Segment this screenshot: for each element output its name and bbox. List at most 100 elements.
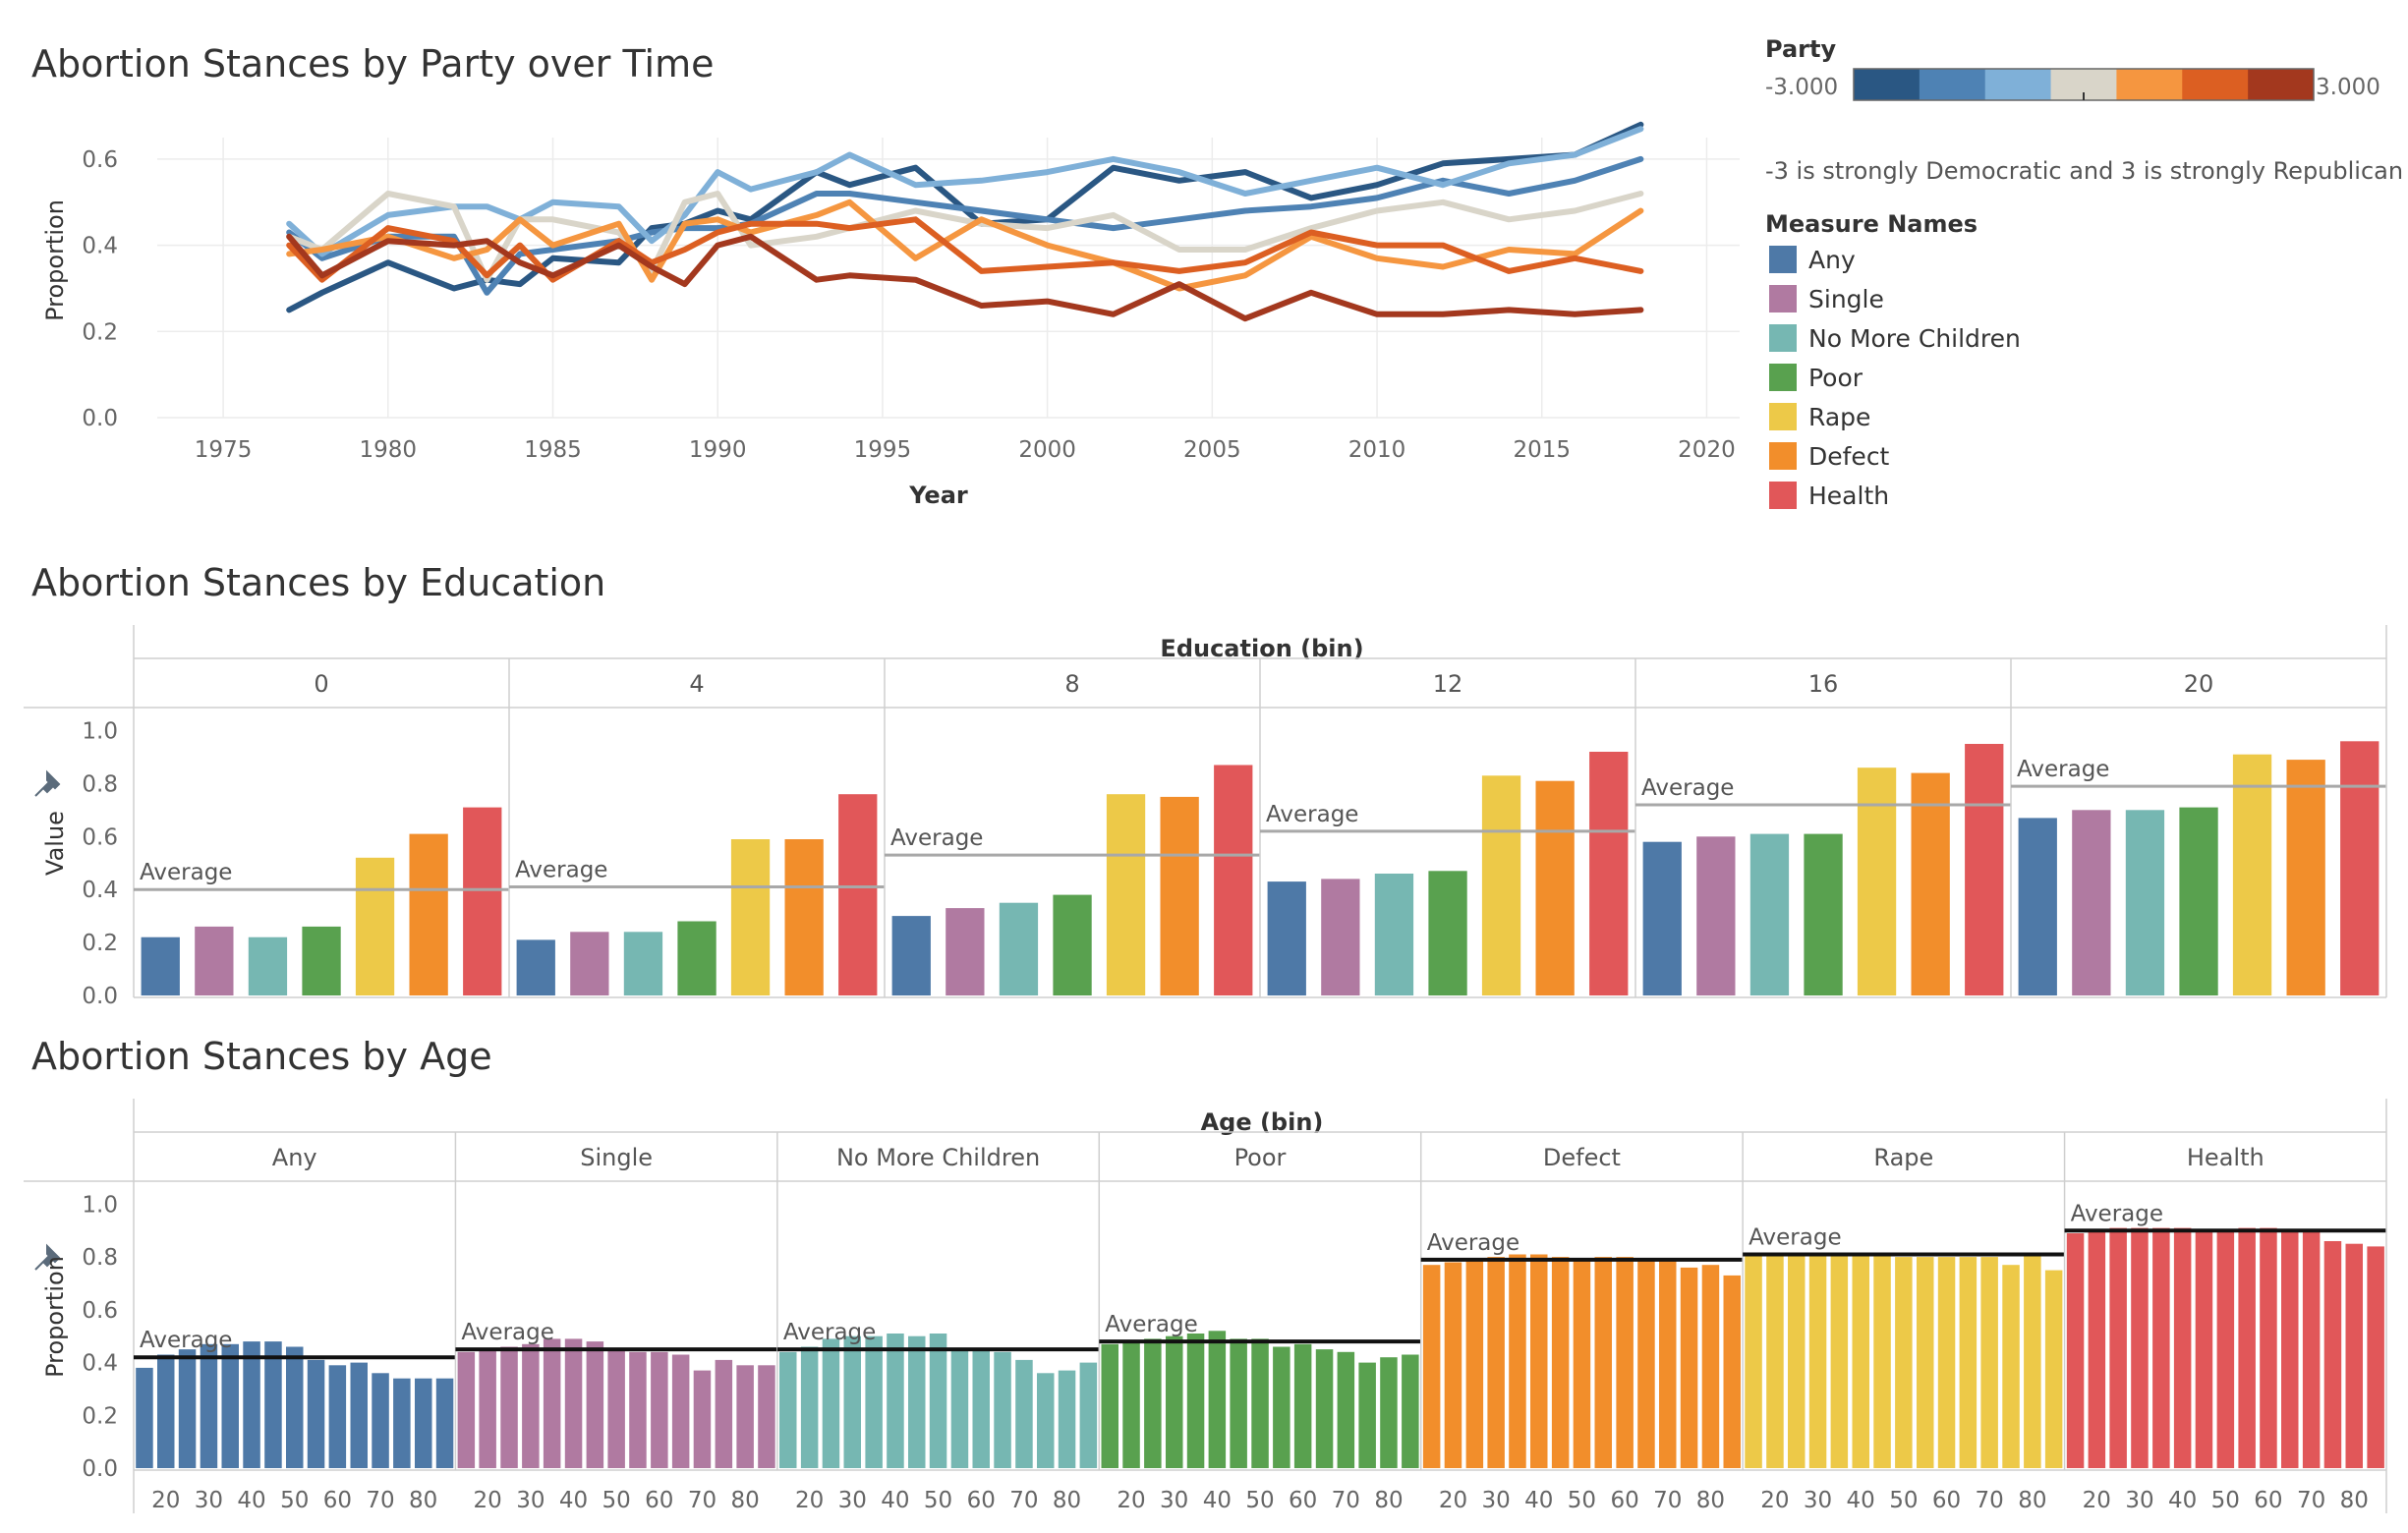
age-bar-defect[interactable] <box>1680 1267 1698 1468</box>
age-bar-no-more-children[interactable] <box>865 1335 883 1468</box>
age-bar-no-more-children[interactable] <box>887 1334 904 1468</box>
age-bar-any[interactable] <box>243 1341 260 1468</box>
age-bar-poor[interactable] <box>1208 1331 1227 1468</box>
age-bar-single[interactable] <box>457 1351 476 1468</box>
age-bar-rape[interactable] <box>1852 1254 1870 1469</box>
age-bar-poor[interactable] <box>1230 1338 1247 1468</box>
education-bar-defect[interactable] <box>2286 760 2325 995</box>
legend-swatch-poor[interactable] <box>1769 364 1797 391</box>
education-bar-single[interactable] <box>1321 879 1360 995</box>
education-bar-health[interactable] <box>463 807 502 995</box>
age-bar-defect[interactable] <box>1509 1254 1526 1469</box>
age-bar-no-more-children[interactable] <box>1037 1373 1055 1468</box>
age-bar-defect[interactable] <box>1701 1265 1720 1468</box>
age-bar-any[interactable] <box>178 1349 197 1468</box>
education-bar-poor[interactable] <box>1053 894 1092 995</box>
education-bar-poor[interactable] <box>1428 871 1467 995</box>
education-bar-rape[interactable] <box>1106 794 1146 995</box>
age-bar-health[interactable] <box>2323 1241 2342 1468</box>
education-bar-defect[interactable] <box>784 839 824 995</box>
age-bar-single[interactable] <box>758 1365 775 1468</box>
education-bar-no-more-children[interactable] <box>1374 874 1414 995</box>
age-bar-poor[interactable] <box>1380 1357 1398 1468</box>
age-bar-rape[interactable] <box>1788 1254 1806 1469</box>
age-bar-poor[interactable] <box>1337 1351 1355 1468</box>
age-bar-no-more-children[interactable] <box>1079 1362 1098 1468</box>
pin-icon[interactable] <box>34 769 61 797</box>
age-bar-health[interactable] <box>2302 1230 2321 1468</box>
age-bar-rape[interactable] <box>2024 1254 2041 1469</box>
age-bar-defect[interactable] <box>1465 1259 1484 1468</box>
age-bar-poor[interactable] <box>1186 1334 1205 1468</box>
age-bar-any[interactable] <box>200 1343 218 1468</box>
education-bar-any[interactable] <box>891 916 931 995</box>
age-bar-single[interactable] <box>500 1346 518 1469</box>
legend-swatch-defect[interactable] <box>1769 442 1797 470</box>
legend-swatch-rape[interactable] <box>1769 403 1797 430</box>
age-bar-health[interactable] <box>2131 1227 2149 1468</box>
age-bar-single[interactable] <box>607 1349 625 1468</box>
education-bar-single[interactable] <box>946 908 985 995</box>
age-bar-no-more-children[interactable] <box>950 1349 969 1468</box>
party-ramp-swatch[interactable] <box>1854 69 1921 100</box>
age-bar-no-more-children[interactable] <box>779 1351 797 1468</box>
party-series-line-pos2[interactable] <box>286 216 1644 283</box>
legend-swatch-health[interactable] <box>1769 482 1797 509</box>
age-bar-poor[interactable] <box>1144 1338 1162 1468</box>
education-bar-health[interactable] <box>1589 752 1629 995</box>
age-bar-no-more-children[interactable] <box>994 1351 1011 1468</box>
education-bar-any[interactable] <box>1642 841 1682 995</box>
age-bar-poor[interactable] <box>1122 1341 1140 1468</box>
age-bar-poor[interactable] <box>1402 1354 1419 1469</box>
age-bar-any[interactable] <box>307 1359 325 1468</box>
education-bar-health[interactable] <box>1965 744 2004 995</box>
age-bar-health[interactable] <box>2345 1243 2364 1468</box>
age-bar-any[interactable] <box>393 1378 411 1468</box>
age-bar-any[interactable] <box>350 1362 369 1468</box>
education-bar-defect[interactable] <box>1160 796 1199 995</box>
age-bar-rape[interactable] <box>1895 1257 1913 1468</box>
age-bar-rape[interactable] <box>1808 1254 1827 1469</box>
age-bar-no-more-children[interactable] <box>929 1334 947 1468</box>
party-ramp-swatch[interactable] <box>2248 69 2315 100</box>
age-bar-any[interactable] <box>157 1354 175 1469</box>
age-bar-rape[interactable] <box>2044 1270 2063 1468</box>
age-bar-single[interactable] <box>586 1341 604 1468</box>
education-bar-rape[interactable] <box>2232 754 2272 995</box>
age-bar-rape[interactable] <box>1980 1257 1998 1468</box>
age-bar-any[interactable] <box>372 1373 389 1468</box>
age-bar-single[interactable] <box>651 1351 668 1468</box>
education-bar-single[interactable] <box>570 932 609 995</box>
age-bar-rape[interactable] <box>1766 1254 1784 1469</box>
age-bar-any[interactable] <box>415 1378 432 1468</box>
education-bar-defect[interactable] <box>409 833 448 995</box>
education-bar-no-more-children[interactable] <box>1749 833 1790 995</box>
party-series-line-neg1[interactable] <box>286 126 1644 257</box>
education-bar-no-more-children[interactable] <box>623 932 663 995</box>
party-series-line-pos3[interactable] <box>286 233 1644 322</box>
education-bar-no-more-children[interactable] <box>2125 810 2165 995</box>
education-bar-health[interactable] <box>1214 765 1253 996</box>
party-series-line-neg2[interactable] <box>286 155 1644 296</box>
age-bar-single[interactable] <box>671 1354 690 1469</box>
age-bar-single[interactable] <box>543 1338 561 1468</box>
education-bar-no-more-children[interactable] <box>999 902 1039 995</box>
age-bar-no-more-children[interactable] <box>843 1335 862 1468</box>
age-bar-any[interactable] <box>136 1367 153 1468</box>
age-bar-poor[interactable] <box>1251 1338 1269 1468</box>
legend-swatch-no-more-children[interactable] <box>1769 324 1797 352</box>
age-bar-rape[interactable] <box>1959 1257 1978 1468</box>
age-bar-single[interactable] <box>736 1365 754 1468</box>
age-bar-poor[interactable] <box>1293 1343 1312 1468</box>
party-series-line-neg3[interactable] <box>286 121 1644 313</box>
education-bar-any[interactable] <box>1267 881 1306 995</box>
education-bar-single[interactable] <box>195 926 234 995</box>
age-bar-rape[interactable] <box>1873 1254 1891 1469</box>
party-ramp-swatch[interactable] <box>1984 69 2052 100</box>
party-chart-series[interactable] <box>286 121 1644 322</box>
age-bar-defect[interactable] <box>1530 1254 1548 1469</box>
age-bar-poor[interactable] <box>1101 1343 1119 1468</box>
measure-legend[interactable]: Any Single No More Children Poor Rape Defect H… <box>1769 246 2021 510</box>
education-bar-single[interactable] <box>1696 836 1736 995</box>
age-bar-any[interactable] <box>264 1341 282 1468</box>
